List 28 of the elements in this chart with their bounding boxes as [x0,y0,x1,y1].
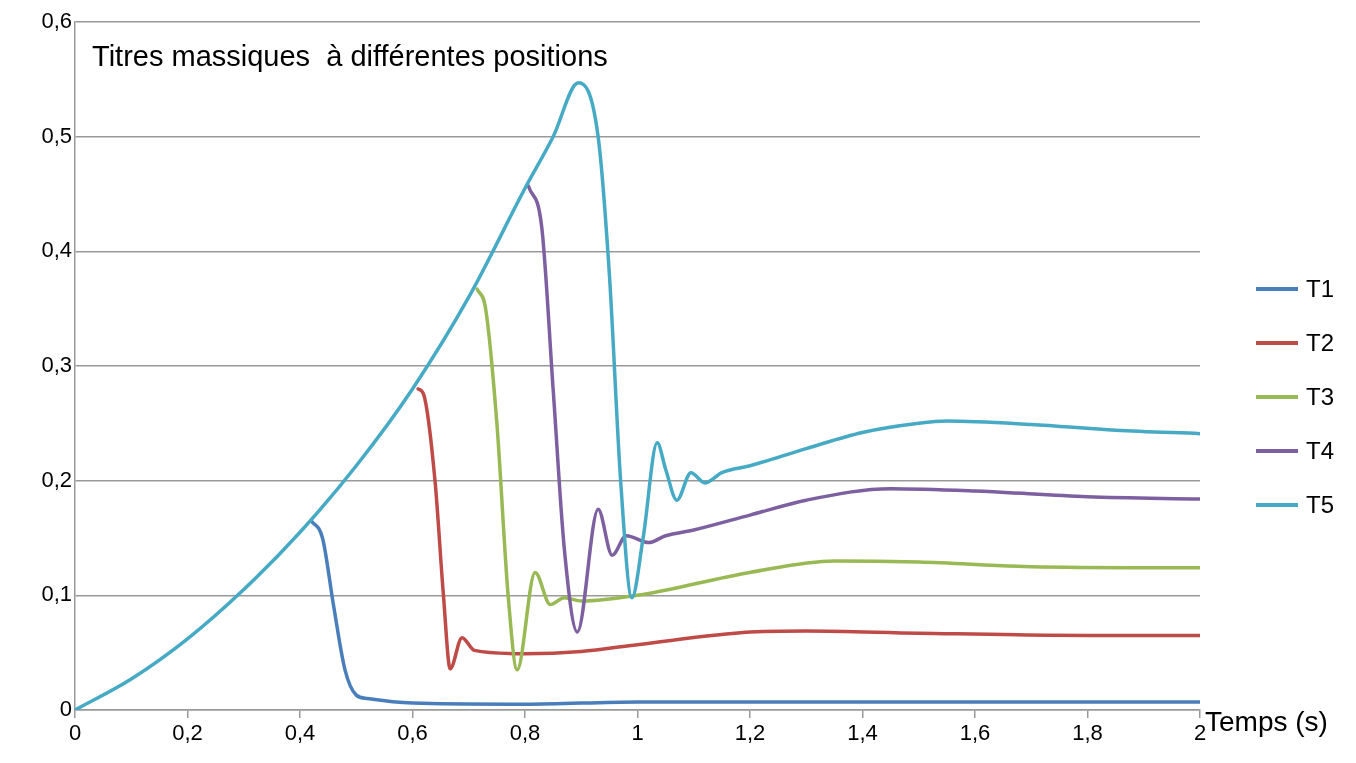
y-tick-label: 0,6 [41,8,72,34]
y-tick-label: 0,2 [41,466,72,492]
line-series [475,287,1200,672]
x-tick-label: 1,6 [959,720,991,746]
legend-label: T2 [1306,329,1335,357]
line-series [309,519,1200,707]
x-tick-label: 1,2 [734,720,766,746]
x-tick-label: 1,4 [847,720,878,746]
x-axis-title: Temps (s) [1205,706,1328,738]
y-tick-label: 0,3 [41,352,72,378]
x-tick-label: 1,8 [1072,720,1103,746]
y-tick-label: 0,1 [41,581,72,607]
y-tick-label: 0,5 [41,122,72,148]
y-tick-label: 0,4 [41,237,72,263]
line-series [526,184,1200,634]
x-tick-label: 0,6 [397,720,428,746]
legend-label: T5 [1306,491,1335,519]
legend-label: T4 [1306,437,1335,465]
x-tick-label: 0,4 [284,720,316,746]
x-tick-label: 2 [1193,720,1207,746]
y-tick-label: 0 [59,696,72,722]
x-tick-label: 0,8 [509,720,541,746]
legend-label: T1 [1306,275,1335,303]
line-series [416,387,1200,671]
legend-label: T3 [1306,383,1335,411]
text: Titres massiques à différentes positions [92,40,608,73]
x-tick-label: 1 [631,720,644,746]
x-tick-label: 0,2 [172,720,203,746]
